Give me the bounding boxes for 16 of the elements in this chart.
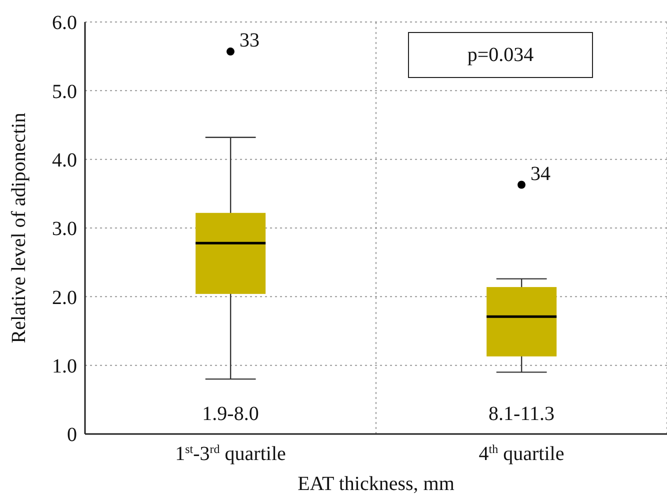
y-tick-label: 6.0 xyxy=(52,12,77,34)
annotation: 8.1-11.3 xyxy=(488,403,554,425)
y-tick-label: 1.0 xyxy=(52,355,77,378)
y-axis-title: Relative level of adiponectin xyxy=(8,112,30,344)
y-tick-label: 0 xyxy=(67,424,77,446)
y-tick-label: 5.0 xyxy=(52,80,77,103)
annotation: 1.9-8.0 xyxy=(202,403,259,425)
y-tick-label: 4.0 xyxy=(52,149,77,172)
y-tick-label: 2.0 xyxy=(52,286,77,309)
annotation: 34 xyxy=(530,162,550,185)
x-tick-label: 4$^{th}$ quartile xyxy=(478,442,564,465)
x-axis-title: EAT thickness, mm xyxy=(296,472,456,497)
annotation: 33 xyxy=(240,30,260,52)
x-tick-label: 1$^{st}$-3$^{rd}$ quartile xyxy=(175,442,286,465)
y-tick-label: 3.0 xyxy=(52,218,77,240)
annotation: p=0.034 xyxy=(467,44,534,66)
